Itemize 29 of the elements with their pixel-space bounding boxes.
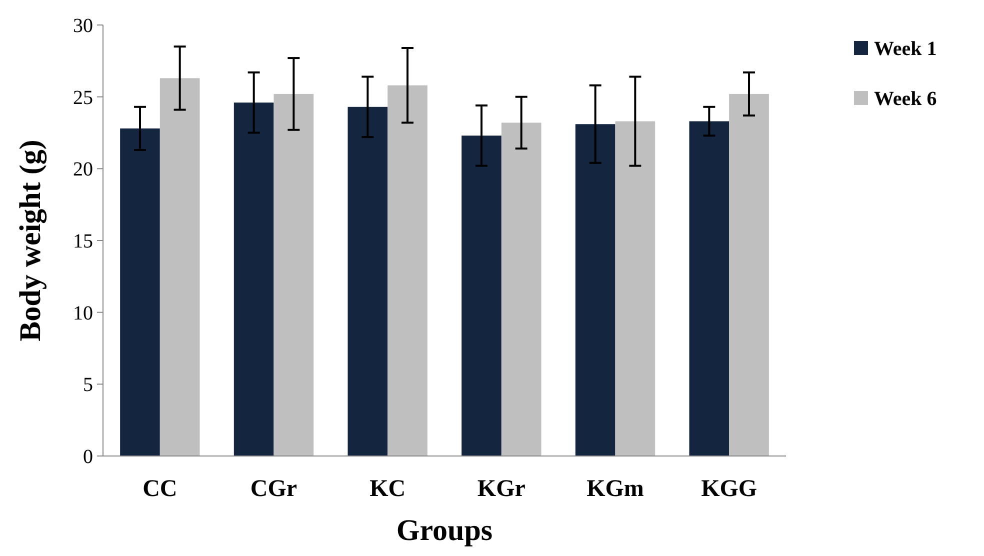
- bar: [388, 85, 428, 456]
- x-tick-label: KGm: [586, 476, 644, 502]
- y-tick-label: 25: [73, 86, 93, 109]
- bar: [501, 122, 542, 456]
- legend-label: Week 1: [874, 38, 937, 60]
- y-tick-label: 0: [83, 446, 93, 468]
- x-axis-title: Groups: [396, 514, 493, 547]
- bar: [274, 94, 314, 456]
- y-tick-label: 15: [73, 230, 93, 252]
- bar: [615, 121, 656, 456]
- bar: [160, 78, 200, 456]
- bar: [689, 121, 730, 456]
- bar: [729, 94, 769, 456]
- bar: [234, 102, 274, 456]
- y-axis-title: Body weight (g): [14, 140, 47, 342]
- y-tick-label: 10: [73, 302, 93, 324]
- y-tick-label: 5: [83, 374, 93, 396]
- bar: [120, 128, 160, 456]
- y-tick-label: 30: [73, 15, 93, 37]
- legend-label: Week 6: [874, 88, 937, 110]
- x-tick-label: CC: [142, 476, 178, 502]
- bar: [575, 124, 616, 456]
- y-tick-label: 20: [73, 158, 93, 181]
- x-tick-label: KGG: [701, 476, 758, 502]
- x-tick-label: KGr: [477, 476, 526, 502]
- x-tick-label: CGr: [250, 476, 298, 502]
- x-tick-label: KC: [370, 476, 406, 502]
- bar: [348, 106, 388, 456]
- bar: [462, 136, 502, 456]
